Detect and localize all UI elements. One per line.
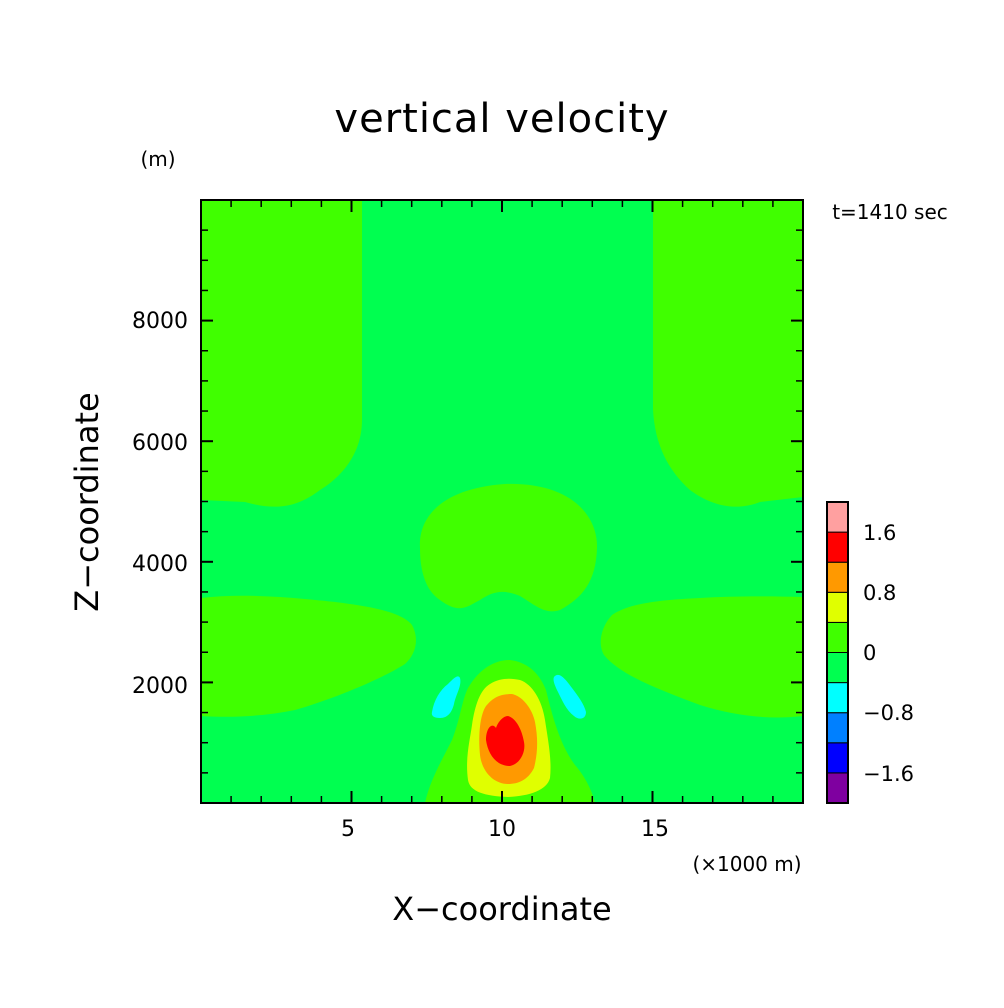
plot-area — [200, 199, 804, 804]
x-axis-label: X−coordinate — [392, 890, 611, 928]
x-tick-label-5: 5 — [341, 817, 355, 842]
region-downdraft-right — [553, 674, 586, 719]
colorbar-swatch — [826, 772, 849, 804]
colorbar-swatch — [826, 742, 849, 774]
y-tick-label-8000: 8000 — [132, 309, 188, 334]
colorbar — [826, 501, 849, 804]
y-tick-label-4000: 4000 — [132, 552, 188, 577]
y-tick-label-6000: 6000 — [132, 431, 188, 456]
region-lower-right-updraft — [600, 596, 803, 718]
region-downdraft-left — [431, 676, 461, 718]
colorbar-label-0.8: 0.8 — [863, 581, 896, 605]
region-mid-center-updraft — [419, 483, 598, 612]
region-core-red — [486, 716, 525, 766]
x-tick-label-10: 10 — [488, 817, 516, 842]
colorbar-frame — [826, 501, 849, 804]
y-axis-label: Z−coordinate — [68, 392, 106, 611]
colorbar-label-1.6: 1.6 — [863, 521, 896, 545]
colorbar-swatch — [826, 712, 849, 744]
colorbar-label-1.6: −1.6 — [863, 762, 914, 786]
colorbar-swatch — [826, 591, 849, 623]
region-upper-right-updraft — [653, 200, 803, 507]
y-unit-label: (m) — [140, 147, 175, 171]
colorbar-swatch — [826, 501, 849, 533]
chart-title: vertical velocity — [334, 96, 669, 142]
axis-ticks — [201, 200, 803, 803]
colorbar-swatch — [826, 652, 849, 684]
colorbar-swatch — [826, 682, 849, 714]
x-tick-label-15: 15 — [641, 817, 669, 842]
colorbar-swatch — [826, 621, 849, 654]
colorbar-swatch — [826, 561, 849, 593]
colorbar-swatch — [826, 531, 849, 563]
region-lower-left-updraft — [201, 595, 416, 717]
y-tick-label-2000: 2000 — [132, 674, 188, 699]
colorbar-label-0: 0 — [863, 641, 876, 665]
colorbar-label-0.8: −0.8 — [863, 701, 914, 725]
time-label: t=1410 sec — [832, 200, 948, 224]
x-unit-label: (×1000 m) — [692, 852, 801, 876]
region-upper-left-updraft — [201, 200, 362, 507]
